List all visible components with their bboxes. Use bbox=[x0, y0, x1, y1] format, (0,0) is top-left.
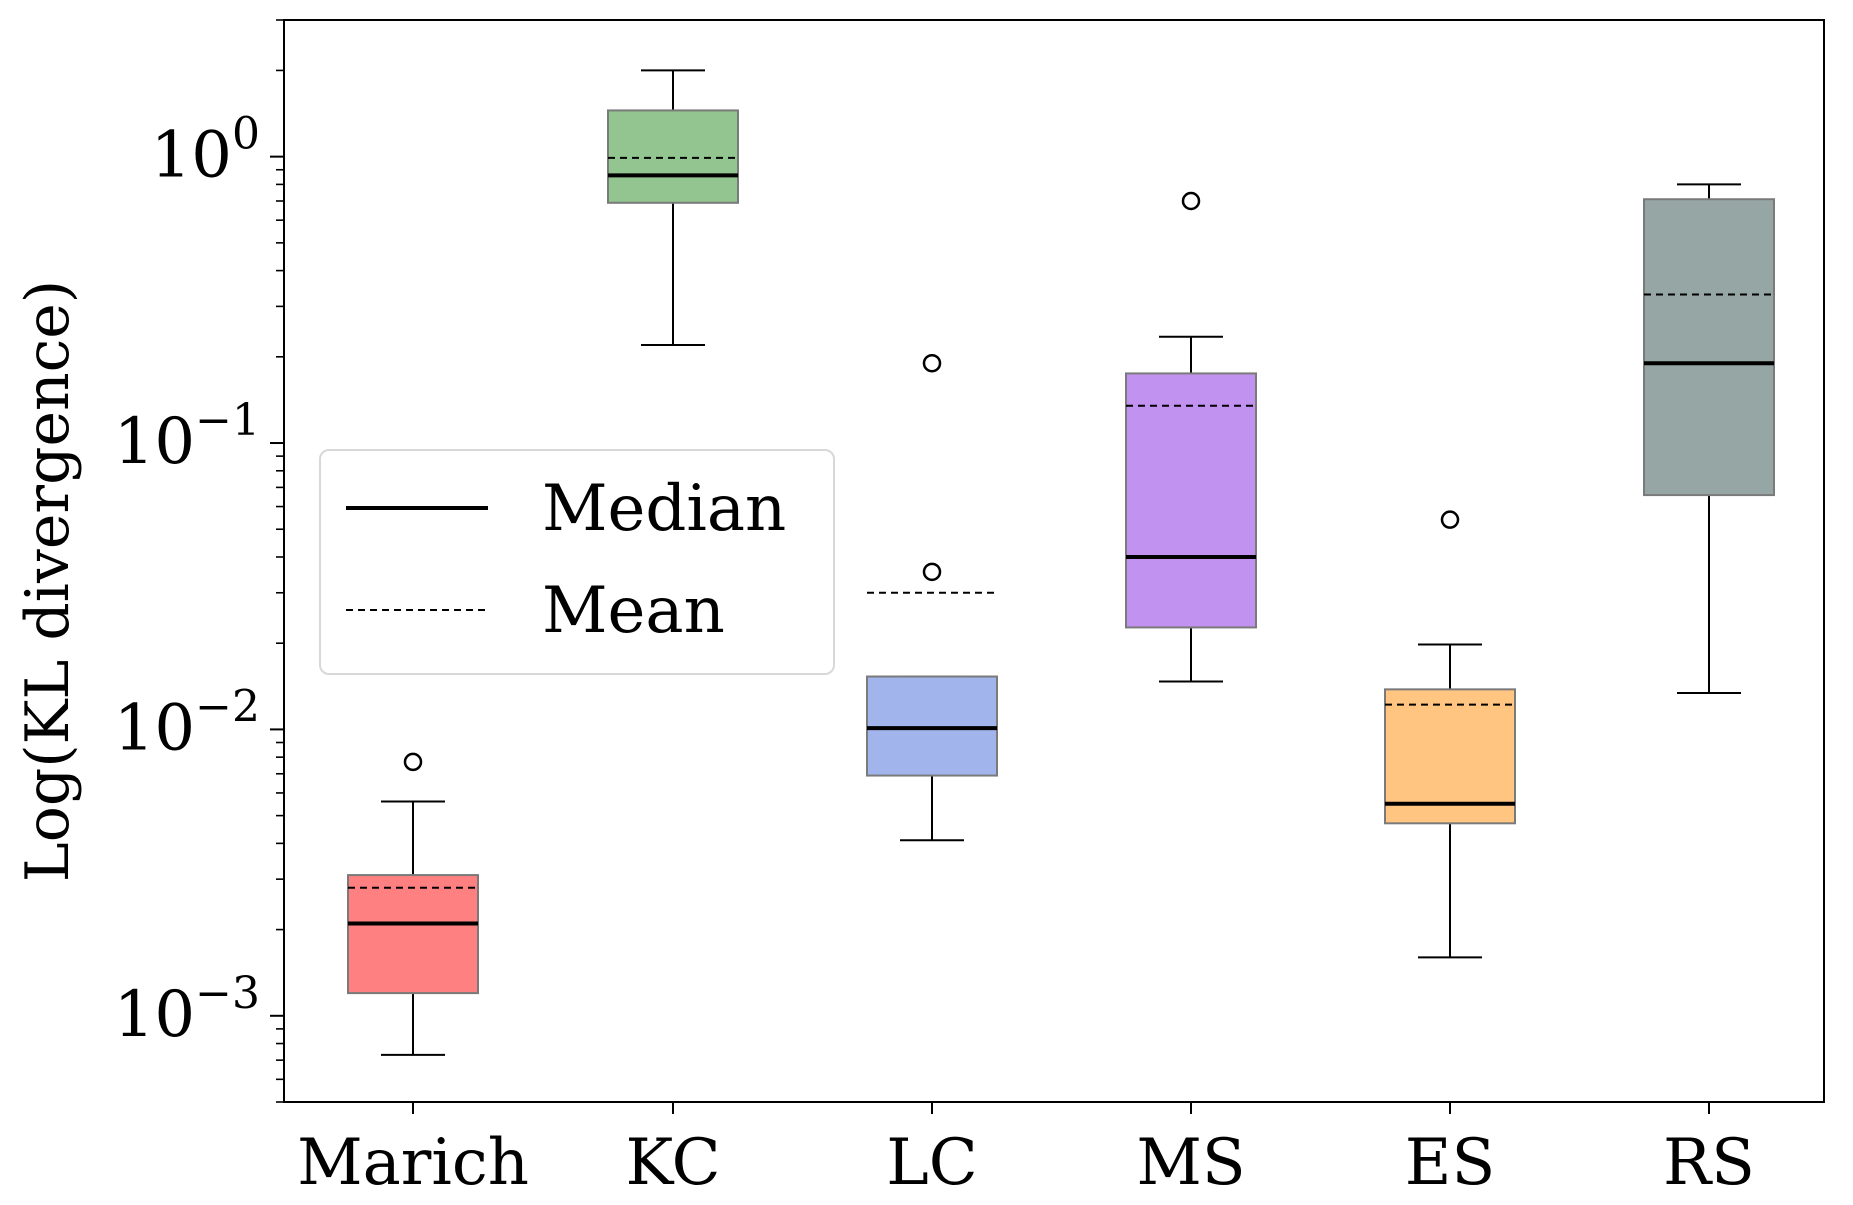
x-tick-label: LC bbox=[886, 1126, 977, 1200]
y-tick-label: 10−1 bbox=[114, 395, 260, 479]
outlier-point bbox=[403, 752, 423, 772]
x-tick-label: KC bbox=[625, 1126, 720, 1200]
y-tick-label-exponent: 0 bbox=[232, 109, 260, 160]
box-rs bbox=[1643, 198, 1775, 497]
y-tick-label-exponent: −1 bbox=[195, 395, 260, 446]
outlier-point bbox=[1440, 510, 1460, 529]
box-es bbox=[1384, 688, 1516, 825]
y-axis-label: Log(KL divergence) bbox=[13, 280, 83, 882]
outlier-point bbox=[922, 562, 942, 582]
y-tick-label-base: 10 bbox=[114, 691, 195, 765]
box-ms bbox=[1125, 372, 1257, 629]
y-tick-label-base: 10 bbox=[151, 119, 232, 193]
y-tick-label: 10−2 bbox=[114, 681, 260, 765]
y-tick-label-exponent: −3 bbox=[195, 968, 260, 1019]
legend-label-mean: Mean bbox=[542, 574, 725, 648]
y-tick-label-base: 10 bbox=[114, 405, 195, 479]
x-tick-label: Marich bbox=[297, 1126, 529, 1200]
x-tick-label: MS bbox=[1136, 1126, 1245, 1200]
box-kc bbox=[607, 109, 739, 204]
y-tick-label: 100 bbox=[151, 109, 260, 193]
y-tick-label-exponent: −2 bbox=[195, 681, 260, 732]
y-tick-label-base: 10 bbox=[114, 978, 195, 1052]
legend-label-median: Median bbox=[542, 472, 786, 546]
box-lc bbox=[866, 675, 998, 777]
outlier-point bbox=[922, 353, 942, 373]
x-tick-label: RS bbox=[1663, 1126, 1755, 1200]
y-tick-label: 10−3 bbox=[114, 968, 260, 1052]
outlier-point bbox=[1181, 191, 1201, 211]
x-tick-label: ES bbox=[1405, 1126, 1496, 1200]
plot-frame bbox=[283, 19, 1825, 1103]
box-marich bbox=[347, 874, 479, 995]
